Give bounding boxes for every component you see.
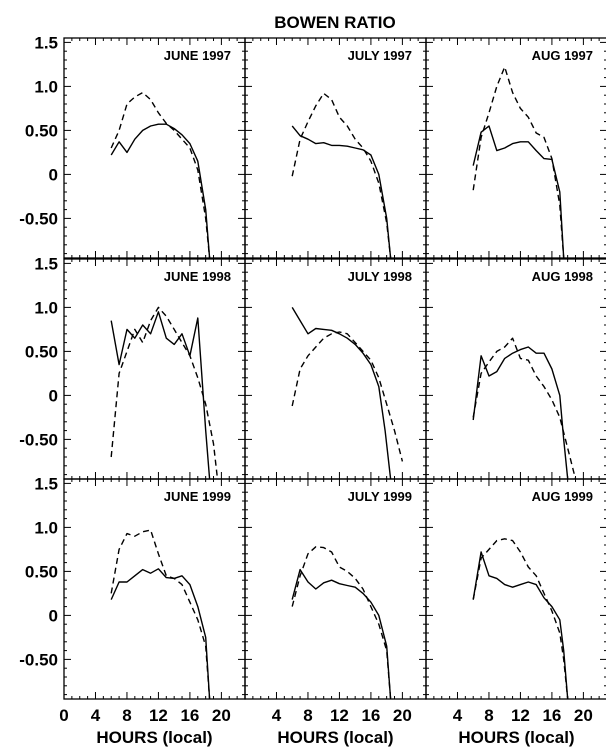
- y-tick-label: 1.5: [34, 33, 58, 52]
- panel-title: JULY 1998: [348, 269, 412, 284]
- series-line-dashed: [472, 538, 569, 699]
- series-line-dashed: [110, 306, 219, 479]
- series-line-solid: [472, 346, 569, 479]
- x-tick-label: 16: [361, 706, 380, 725]
- panel-frame: [244, 37, 427, 259]
- y-tick-label: 0: [49, 606, 58, 625]
- series-line-solid: [472, 551, 569, 699]
- y-tick-label: 1.5: [34, 254, 58, 273]
- series-line-dashed: [110, 91, 211, 258]
- panel-june-1998: JUNE 1998 1.5 1.0 0.50 0 -0.50: [19, 254, 246, 480]
- panel-aug-1998: AUG 1998: [425, 258, 606, 480]
- x-tick-label: 4: [453, 706, 463, 725]
- series-line-dashed: [291, 331, 404, 462]
- y-tick-label: -0.50: [19, 650, 58, 669]
- y-tick-label: 0.50: [25, 121, 58, 140]
- series-line-solid: [472, 125, 565, 258]
- x-tick-label: 0: [59, 706, 68, 725]
- x-tick-label: 12: [149, 706, 168, 725]
- series-line-solid: [110, 311, 211, 479]
- series-line-solid: [110, 568, 211, 699]
- y-tick-label: 1.0: [34, 298, 58, 317]
- panel-july-1999: JULY 1999: [244, 478, 427, 700]
- x-tick-label: 16: [542, 706, 561, 725]
- x-tick-label: 4: [91, 706, 101, 725]
- panel-frame: [63, 37, 246, 259]
- x-axis-label: HOURS (local): [96, 728, 212, 747]
- panel-aug-1997: AUG 1997: [425, 37, 606, 259]
- series-line-solid: [110, 123, 211, 258]
- x-tick-label: 16: [180, 706, 199, 725]
- y-tick-label: 1.5: [34, 474, 58, 493]
- x-tick-label: 20: [574, 706, 593, 725]
- panel-title: JULY 1999: [348, 489, 412, 504]
- panel-frame: [244, 258, 427, 480]
- panel-title: AUG 1997: [532, 48, 593, 63]
- x-tick-label: 4: [272, 706, 282, 725]
- panel-grid: JUNE 1997 1.5 1.0 0.50 0 -0.50 JULY 1997 AUG 19…: [19, 33, 606, 700]
- panel-frame: [425, 37, 606, 259]
- series-line-dashed: [472, 337, 577, 479]
- y-tick-label: -0.50: [19, 430, 58, 449]
- panel-title: JUNE 1999: [164, 489, 231, 504]
- series-line-dashed: [110, 529, 211, 699]
- series-line-solid: [291, 307, 392, 479]
- y-tick-label: 0.50: [25, 342, 58, 361]
- x-tick-label: 8: [122, 706, 131, 725]
- x-tick-label: 20: [393, 706, 412, 725]
- panel-frame: [425, 478, 606, 700]
- series-line-solid: [291, 568, 392, 699]
- x-axis-label: HOURS (local): [458, 728, 574, 747]
- panel-july-1997: JULY 1997: [244, 37, 427, 259]
- series-line-dashed: [472, 66, 565, 258]
- panel-title: AUG 1998: [532, 269, 593, 284]
- panel-frame: [63, 478, 246, 700]
- x-tick-label: 12: [511, 706, 530, 725]
- y-tick-label: 0: [49, 386, 58, 405]
- figure-title: BOWEN RATIO: [274, 13, 396, 32]
- panel-frame: [63, 258, 246, 480]
- panel-june-1997: JUNE 1997 1.5 1.0 0.50 0 -0.50: [19, 33, 246, 259]
- panel-frame: [425, 258, 606, 480]
- series-line-solid: [291, 125, 392, 258]
- x-tick-label: 12: [330, 706, 349, 725]
- x-tick-label: 20: [212, 706, 231, 725]
- panel-aug-1999: AUG 1999: [425, 478, 606, 700]
- panel-title: JUNE 1998: [164, 269, 231, 284]
- panel-title: JUNE 1997: [164, 48, 231, 63]
- panel-title: AUG 1999: [532, 489, 593, 504]
- panel-frame: [244, 478, 427, 700]
- panel-june-1999: JUNE 1999 1.5 1.0 0.50 0 -0.50: [19, 474, 246, 700]
- y-tick-label: 1.0: [34, 77, 58, 96]
- y-tick-label: 1.0: [34, 518, 58, 537]
- x-tick-label: 8: [303, 706, 312, 725]
- x-axis-label: HOURS (local): [277, 728, 393, 747]
- y-tick-label: -0.50: [19, 209, 58, 228]
- series-line-dashed: [291, 546, 392, 699]
- y-tick-label: 0: [49, 165, 58, 184]
- panel-title: JULY 1997: [348, 48, 412, 63]
- panel-july-1998: JULY 1998: [244, 258, 427, 480]
- series-line-dashed: [291, 92, 392, 258]
- y-tick-label: 0.50: [25, 562, 58, 581]
- x-tick-label: 8: [484, 706, 493, 725]
